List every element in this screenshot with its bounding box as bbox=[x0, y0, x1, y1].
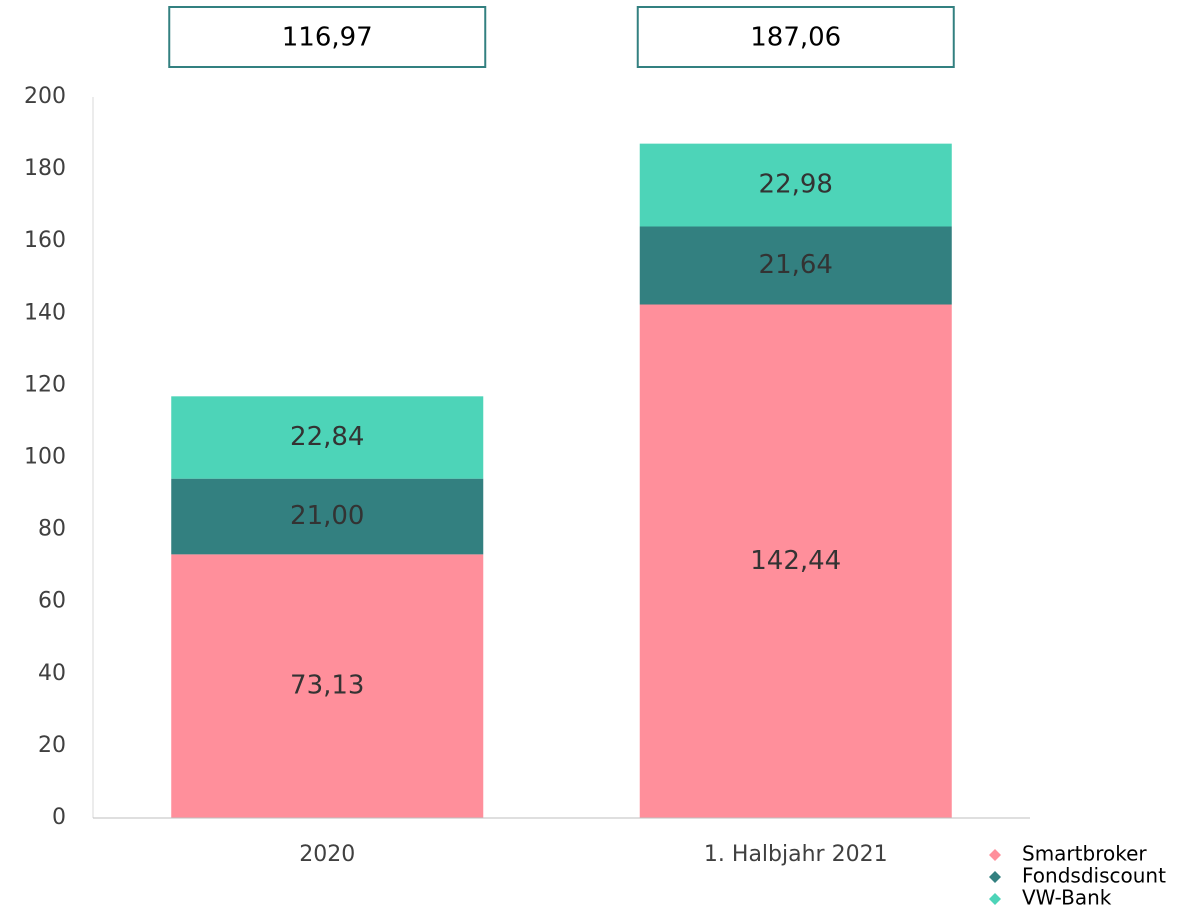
legend-marker bbox=[989, 849, 1001, 861]
x-tick-label: 1. Halbjahr 2021 bbox=[704, 842, 888, 867]
legend-label: Smartbroker bbox=[1022, 842, 1147, 866]
x-tick-label: 2020 bbox=[299, 842, 355, 867]
data-label: 21,64 bbox=[759, 250, 833, 280]
y-tick-label: 200 bbox=[24, 84, 66, 109]
data-label: 22,84 bbox=[290, 422, 364, 452]
bar-segment bbox=[639, 226, 952, 305]
bar-segment bbox=[171, 478, 484, 555]
bar-segment bbox=[171, 554, 484, 818]
bar-segment bbox=[639, 304, 952, 819]
bar-segment bbox=[171, 396, 484, 479]
y-tick-label: 80 bbox=[38, 517, 66, 542]
data-label: 142,44 bbox=[750, 546, 841, 576]
bar-segment bbox=[639, 143, 952, 227]
data-label: 73,13 bbox=[290, 671, 364, 701]
y-tick-label: 120 bbox=[24, 372, 66, 397]
y-tick-label: 40 bbox=[38, 661, 66, 686]
legend-label: Fondsdiscount bbox=[1022, 864, 1166, 888]
y-tick-label: 180 bbox=[24, 156, 66, 181]
y-tick-label: 160 bbox=[24, 228, 66, 253]
legend-label: VW-Bank bbox=[1022, 886, 1112, 910]
total-label: 116,97 bbox=[282, 23, 373, 53]
total-box bbox=[168, 6, 487, 68]
data-label: 22,98 bbox=[759, 170, 833, 200]
data-label: 21,00 bbox=[290, 501, 364, 531]
y-tick-label: 0 bbox=[52, 805, 66, 830]
y-tick-label: 140 bbox=[24, 300, 66, 325]
y-tick-label: 60 bbox=[38, 589, 66, 614]
legend-marker bbox=[989, 893, 1001, 905]
y-tick-label: 20 bbox=[38, 733, 66, 758]
total-box bbox=[636, 6, 955, 68]
y-tick-label: 100 bbox=[24, 445, 66, 470]
total-label: 187,06 bbox=[750, 23, 841, 53]
legend-marker bbox=[989, 871, 1001, 883]
